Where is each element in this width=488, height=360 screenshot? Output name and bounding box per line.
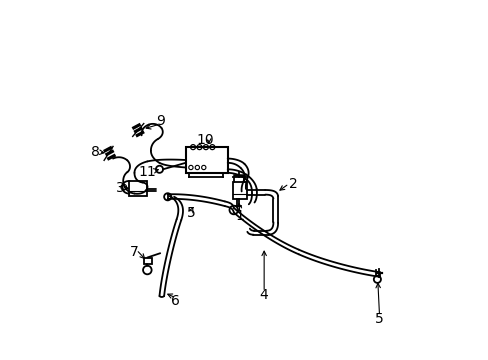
Text: 10: 10 xyxy=(196,133,214,147)
Bar xyxy=(185,147,227,173)
Text: 9: 9 xyxy=(156,114,164,128)
Text: 8: 8 xyxy=(91,145,100,159)
Text: 2: 2 xyxy=(288,176,297,190)
Text: 4: 4 xyxy=(259,288,268,302)
Text: 1: 1 xyxy=(235,210,244,224)
Text: 6: 6 xyxy=(171,294,180,308)
Bar xyxy=(233,182,246,199)
Text: 7: 7 xyxy=(129,245,138,259)
Text: 5: 5 xyxy=(187,206,196,220)
Text: 5: 5 xyxy=(374,312,383,325)
Text: 11: 11 xyxy=(138,165,156,179)
Text: 3: 3 xyxy=(116,181,124,195)
Bar xyxy=(143,257,151,264)
Bar xyxy=(129,181,146,196)
